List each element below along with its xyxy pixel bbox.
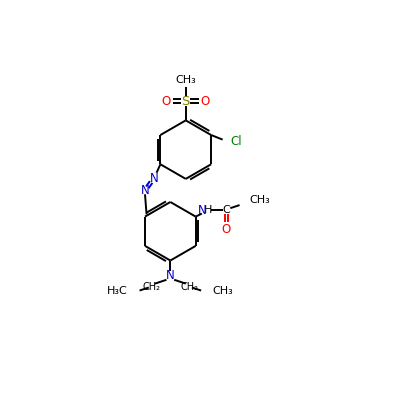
Text: O: O [222, 223, 231, 236]
Text: C: C [223, 206, 230, 216]
Text: CH₂: CH₂ [181, 282, 198, 292]
Text: CH₂: CH₂ [142, 282, 160, 292]
Text: H: H [204, 206, 212, 216]
Text: N: N [150, 172, 159, 185]
Text: N: N [166, 270, 175, 282]
Text: N: N [198, 204, 207, 217]
Text: Cl: Cl [230, 135, 242, 148]
Text: N: N [141, 184, 149, 197]
Text: O: O [200, 95, 210, 108]
Text: H₃C: H₃C [107, 286, 128, 296]
Text: S: S [182, 95, 190, 108]
Text: O: O [162, 95, 171, 108]
Text: CH₃: CH₃ [250, 196, 270, 206]
Text: CH₃: CH₃ [213, 286, 234, 296]
Text: CH₃: CH₃ [175, 75, 196, 85]
